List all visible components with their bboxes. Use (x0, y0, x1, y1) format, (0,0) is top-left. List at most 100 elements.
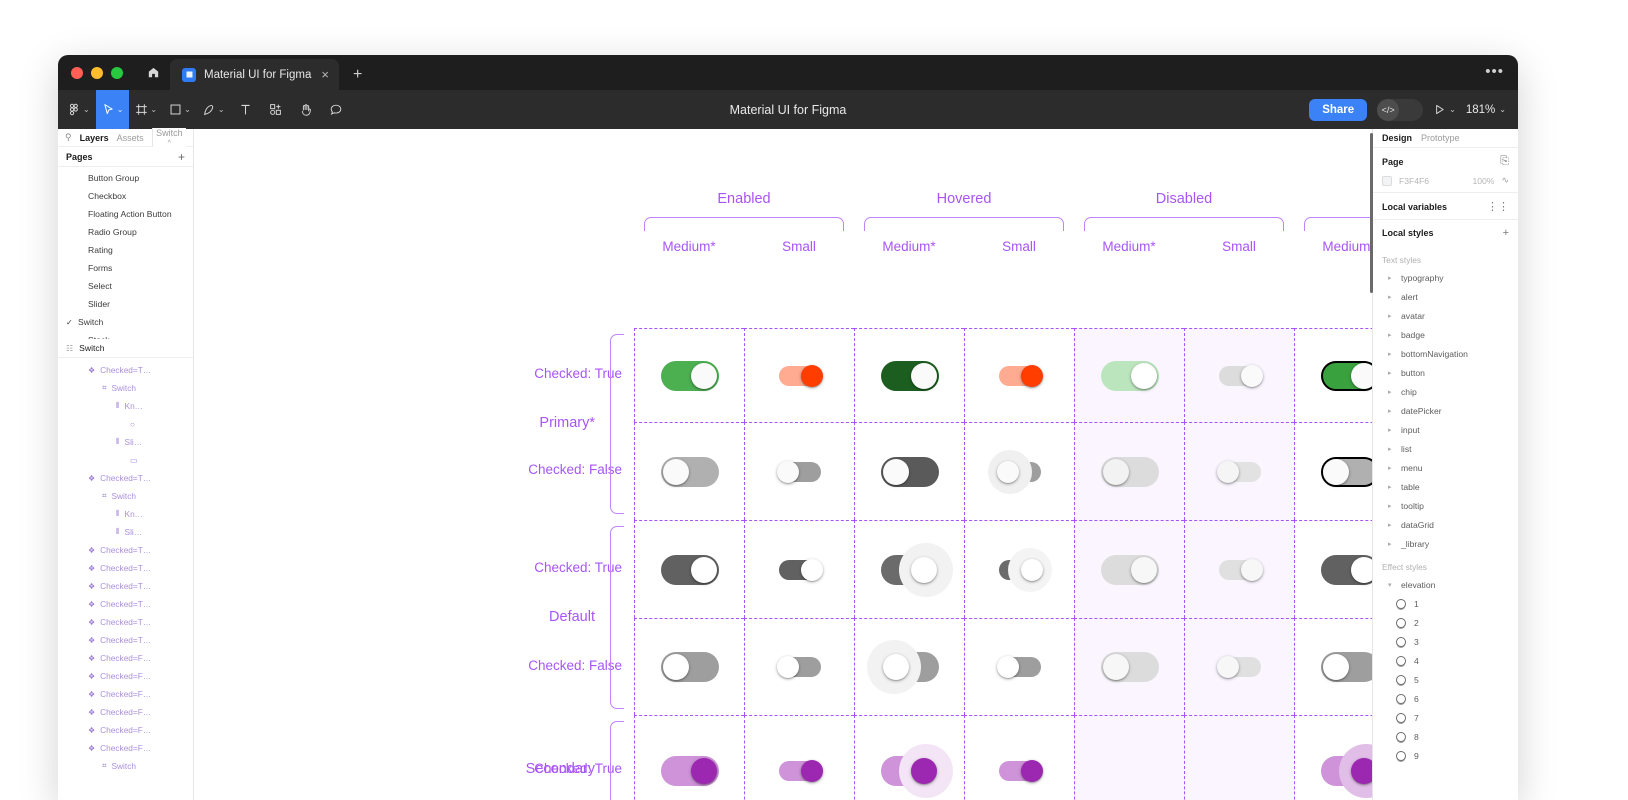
layer-row[interactable]: ▭ (58, 451, 186, 469)
zoom-control[interactable]: 181% ⌄ (1466, 104, 1506, 116)
switch-off[interactable] (660, 652, 719, 682)
switch-on[interactable] (778, 759, 823, 782)
switch-thumb[interactable] (690, 556, 717, 583)
switch-thumb[interactable] (910, 362, 937, 389)
page-item[interactable]: Checkbox (58, 187, 193, 205)
main-menu-button[interactable]: ⌄ (62, 90, 96, 129)
switch-thumb[interactable] (1350, 362, 1372, 389)
switch-thumb[interactable] (662, 458, 689, 485)
switch-off[interactable] (1320, 652, 1372, 682)
switch-on[interactable] (880, 743, 953, 798)
page-item[interactable]: Radio Group (58, 223, 193, 241)
layers-list[interactable]: ❖ Checked=T… ⌗ Switch ⦀ Kn… ○ ⦀ Sli… ▭ ❖ Checked=T…… (58, 358, 193, 800)
layer-row[interactable]: ❖ Checked=T… (58, 469, 186, 487)
text-style-item[interactable]: ▸ datePicker (1382, 401, 1509, 420)
switch-thumb[interactable] (882, 654, 909, 680)
effect-styles-list[interactable]: 1 2 3 4 5 6 7 8 9 (1382, 594, 1509, 765)
effect-style-item[interactable]: 1 (1382, 594, 1509, 613)
switch-on[interactable] (880, 360, 939, 391)
local-variables-section[interactable]: Local variables ⋮⋮ (1373, 193, 1518, 220)
layer-row[interactable]: ⦀ Kn… (58, 397, 186, 415)
switch-thumb[interactable] (882, 458, 909, 485)
switch-thumb[interactable] (800, 558, 823, 581)
switch-on[interactable] (1100, 554, 1159, 585)
text-style-item[interactable]: ▸ _library (1382, 534, 1509, 553)
effect-style-item[interactable]: 3 (1382, 632, 1509, 651)
layer-row[interactable]: ⦀ Sli… (58, 523, 186, 541)
text-tool-button[interactable] (231, 90, 261, 129)
switch-on[interactable] (778, 364, 823, 387)
components-tool-button[interactable] (261, 90, 291, 129)
switch-thumb[interactable] (690, 362, 717, 389)
tab-assets[interactable]: Assets (116, 132, 144, 143)
switch-thumb[interactable] (1322, 654, 1349, 680)
text-style-item[interactable]: ▸ input (1382, 420, 1509, 439)
hand-tool-button[interactable] (291, 90, 321, 129)
text-style-item[interactable]: ▸ button (1382, 363, 1509, 382)
switch-thumb[interactable] (1216, 656, 1239, 678)
effect-style-item[interactable]: 2 (1382, 613, 1509, 632)
maximize-window-button[interactable] (111, 66, 123, 79)
shape-tool-button[interactable]: ⌄ (163, 90, 197, 129)
layer-row[interactable]: ❖ Checked=T… (58, 541, 186, 559)
layer-row[interactable]: ⦀ Sli… (58, 433, 186, 451)
right-panel-scrollbar[interactable] (1370, 133, 1373, 293)
text-style-item[interactable]: ▸ dataGrid (1382, 515, 1509, 534)
text-style-item[interactable]: ▸ badge (1382, 325, 1509, 344)
page-item[interactable]: ✓ Switch (58, 313, 193, 331)
effect-style-item[interactable]: 8 (1382, 727, 1509, 746)
local-styles-section[interactable]: Local styles + (1373, 220, 1518, 245)
text-style-item[interactable]: ▸ menu (1382, 458, 1509, 477)
switch-thumb[interactable] (996, 460, 1019, 483)
effect-style-item[interactable]: 5 (1382, 670, 1509, 689)
switch-on[interactable] (1320, 554, 1372, 585)
text-style-item[interactable]: ▸ chip (1382, 382, 1509, 401)
layer-row[interactable]: ⌗ Switch (58, 487, 186, 505)
text-style-item[interactable]: ▸ avatar (1382, 306, 1509, 325)
styles-icon[interactable]: ∿ (1501, 175, 1509, 185)
switch-off[interactable] (880, 456, 939, 487)
switch-thumb[interactable] (776, 460, 799, 483)
page-item[interactable]: Stack (58, 331, 193, 339)
add-page-button[interactable]: + (177, 149, 185, 164)
home-icon[interactable] (136, 55, 170, 90)
switch-thumb[interactable] (1102, 654, 1129, 680)
switch-off[interactable] (660, 456, 719, 487)
effect-style-item[interactable]: 9 (1382, 746, 1509, 765)
close-icon[interactable]: × (321, 67, 329, 82)
page-item[interactable]: Floating Action Button (58, 205, 193, 223)
layer-row[interactable]: ❖ Checked=T… (58, 559, 186, 577)
layer-row[interactable]: ❖ Checked=T… (58, 613, 186, 631)
switch-off[interactable] (866, 640, 939, 694)
dev-mode-toggle[interactable]: </> (1377, 98, 1424, 121)
text-styles-list[interactable]: ▸ typography ▸ alert ▸ avatar ▸ badge ▸ bottomNav… (1382, 268, 1509, 553)
switch-thumb[interactable] (690, 757, 717, 784)
layer-row[interactable]: ❖ Checked=F… (58, 649, 186, 667)
page-fill-row[interactable]: F3F4F6 100% ∿ (1382, 175, 1509, 186)
switch-thumb[interactable] (776, 656, 799, 678)
present-button[interactable]: ⌄ (1433, 103, 1456, 116)
switch-on[interactable] (1320, 360, 1372, 391)
page-item[interactable]: Rating (58, 241, 193, 259)
frame-tool-button[interactable]: ⌄ (129, 90, 163, 129)
switch-thumb[interactable] (1102, 458, 1129, 485)
add-style-button[interactable]: + (1502, 227, 1509, 239)
switch-on[interactable] (1218, 558, 1263, 581)
effect-style-item[interactable]: 7 (1382, 708, 1509, 727)
page-fill-swatch[interactable] (1382, 175, 1392, 186)
layer-row[interactable]: ○ (58, 415, 186, 433)
switch-thumb[interactable] (1020, 759, 1043, 782)
switch-off[interactable] (776, 460, 821, 483)
switch-thumb[interactable] (800, 759, 823, 782)
move-tool-button[interactable]: ⌄ (95, 90, 130, 129)
pages-list[interactable]: Button Group Checkbox Floating Action Butt… (58, 167, 193, 339)
layer-row[interactable]: ⦀ Kn… (58, 505, 186, 523)
effect-style-item[interactable]: 6 (1382, 689, 1509, 708)
switch-thumb[interactable] (996, 656, 1019, 678)
layer-row[interactable]: ❖ Checked=F… (58, 685, 186, 703)
layer-row[interactable]: ❖ Checked=F… (58, 667, 186, 685)
switch-thumb[interactable] (910, 757, 937, 784)
layer-root-row[interactable]: ☷ Switch (58, 339, 193, 358)
switch-thumb[interactable] (1020, 364, 1043, 387)
text-style-item[interactable]: ▸ bottomNavigation (1382, 344, 1509, 363)
